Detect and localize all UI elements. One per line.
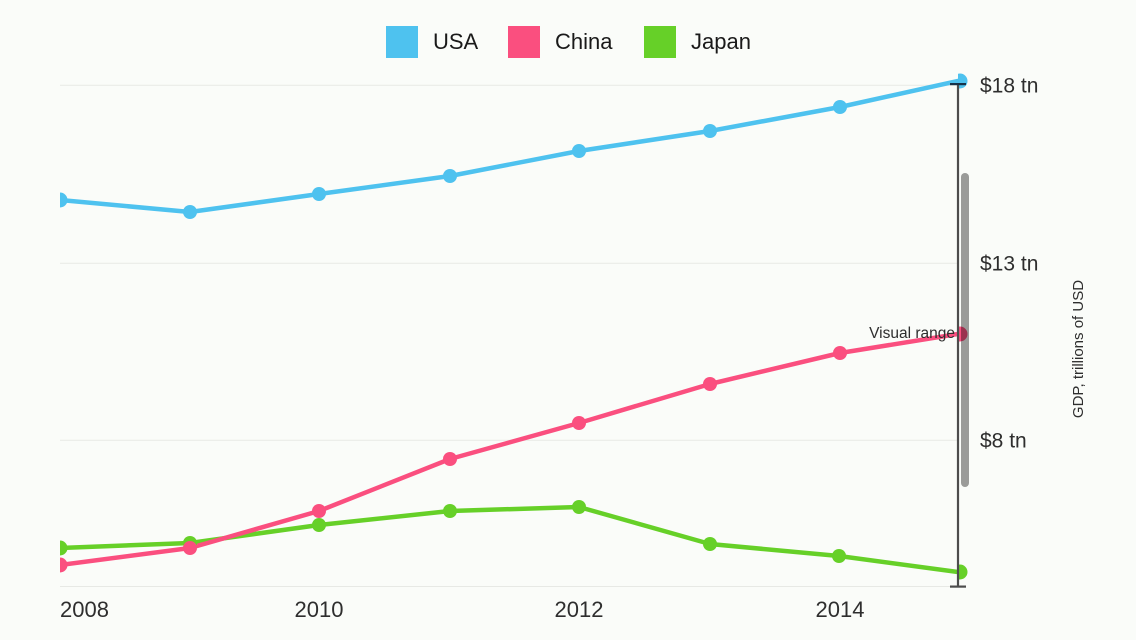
svg-text:China: China — [555, 29, 613, 54]
svg-text:2010: 2010 — [295, 597, 344, 622]
svg-text:GDP, trillions of USD: GDP, trillions of USD — [1070, 280, 1087, 418]
svg-text:$13 tn: $13 tn — [980, 253, 1038, 276]
svg-text:2008: 2008 — [60, 597, 109, 622]
svg-text:Japan: Japan — [691, 29, 751, 54]
svg-text:Visual range: Visual range — [869, 325, 955, 342]
svg-text:2012: 2012 — [555, 597, 604, 622]
svg-text:$8 tn: $8 tn — [980, 430, 1027, 453]
svg-text:2014: 2014 — [816, 597, 865, 622]
svg-text:USA: USA — [433, 29, 479, 54]
svg-text:$18 tn: $18 tn — [980, 75, 1038, 98]
